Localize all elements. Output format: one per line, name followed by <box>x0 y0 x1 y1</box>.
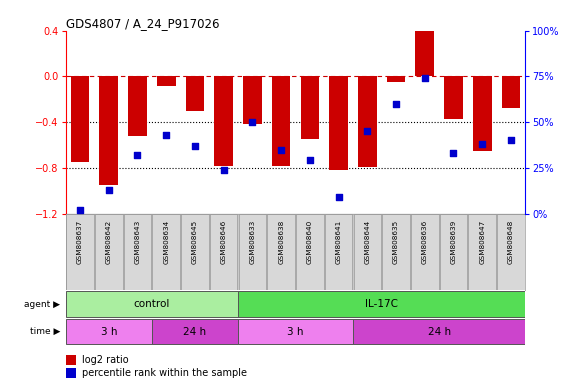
Text: 24 h: 24 h <box>183 327 207 337</box>
Text: GSM808639: GSM808639 <box>451 220 456 264</box>
FancyBboxPatch shape <box>325 214 352 290</box>
Bar <box>473 76 492 151</box>
Point <box>133 152 142 158</box>
FancyBboxPatch shape <box>411 214 439 290</box>
FancyBboxPatch shape <box>267 214 295 290</box>
Text: GSM808644: GSM808644 <box>364 220 371 264</box>
Point <box>75 207 85 213</box>
FancyBboxPatch shape <box>66 214 94 290</box>
Bar <box>99 76 118 185</box>
Point <box>449 150 458 156</box>
Point <box>104 187 113 193</box>
Bar <box>243 76 262 124</box>
Bar <box>300 76 319 139</box>
Text: 24 h: 24 h <box>428 327 451 337</box>
FancyBboxPatch shape <box>440 214 467 290</box>
Bar <box>358 76 377 167</box>
FancyBboxPatch shape <box>497 214 525 290</box>
Bar <box>214 76 233 166</box>
Bar <box>157 76 175 86</box>
Text: 3 h: 3 h <box>287 327 304 337</box>
Point <box>219 167 228 173</box>
Text: IL-17C: IL-17C <box>365 299 398 309</box>
FancyBboxPatch shape <box>95 214 123 290</box>
Point <box>420 75 429 81</box>
Text: GSM808642: GSM808642 <box>106 220 112 264</box>
Text: GSM808633: GSM808633 <box>250 220 255 264</box>
Point <box>478 141 487 147</box>
Bar <box>128 76 147 136</box>
Point <box>334 194 343 200</box>
Bar <box>186 76 204 111</box>
Text: GSM808641: GSM808641 <box>336 220 341 264</box>
Text: GSM808635: GSM808635 <box>393 220 399 264</box>
Bar <box>501 76 520 108</box>
Bar <box>387 76 405 82</box>
Point <box>363 128 372 134</box>
FancyBboxPatch shape <box>296 214 324 290</box>
Text: time ▶: time ▶ <box>30 327 60 336</box>
Text: control: control <box>134 299 170 309</box>
FancyBboxPatch shape <box>181 214 209 290</box>
Text: log2 ratio: log2 ratio <box>82 355 128 365</box>
Text: GSM808646: GSM808646 <box>220 220 227 264</box>
Text: GSM808645: GSM808645 <box>192 220 198 264</box>
FancyBboxPatch shape <box>353 214 381 290</box>
FancyBboxPatch shape <box>66 291 238 317</box>
Point <box>162 132 171 138</box>
Text: GDS4807 / A_24_P917026: GDS4807 / A_24_P917026 <box>66 17 219 30</box>
Text: agent ▶: agent ▶ <box>24 300 60 309</box>
FancyBboxPatch shape <box>238 291 525 317</box>
Bar <box>71 76 90 162</box>
Point <box>276 146 286 152</box>
FancyBboxPatch shape <box>468 214 496 290</box>
Text: GSM808636: GSM808636 <box>422 220 428 264</box>
Text: 3 h: 3 h <box>100 327 117 337</box>
FancyBboxPatch shape <box>238 319 353 344</box>
Bar <box>272 76 291 166</box>
Text: GSM808637: GSM808637 <box>77 220 83 264</box>
Bar <box>329 76 348 170</box>
Point <box>190 143 199 149</box>
FancyBboxPatch shape <box>382 214 410 290</box>
Point <box>506 137 516 144</box>
Point <box>248 119 257 125</box>
Text: GSM808634: GSM808634 <box>163 220 169 264</box>
FancyBboxPatch shape <box>210 214 238 290</box>
Bar <box>416 28 434 76</box>
Point <box>305 157 315 164</box>
FancyBboxPatch shape <box>124 214 151 290</box>
FancyBboxPatch shape <box>152 214 180 290</box>
FancyBboxPatch shape <box>152 319 238 344</box>
Point <box>392 101 401 107</box>
FancyBboxPatch shape <box>353 319 525 344</box>
Text: GSM808640: GSM808640 <box>307 220 313 264</box>
Text: GSM808643: GSM808643 <box>135 220 140 264</box>
Text: GSM808647: GSM808647 <box>479 220 485 264</box>
Text: percentile rank within the sample: percentile rank within the sample <box>82 368 247 378</box>
Text: GSM808648: GSM808648 <box>508 220 514 264</box>
Text: GSM808638: GSM808638 <box>278 220 284 264</box>
FancyBboxPatch shape <box>239 214 266 290</box>
Bar <box>444 76 463 119</box>
FancyBboxPatch shape <box>66 319 152 344</box>
